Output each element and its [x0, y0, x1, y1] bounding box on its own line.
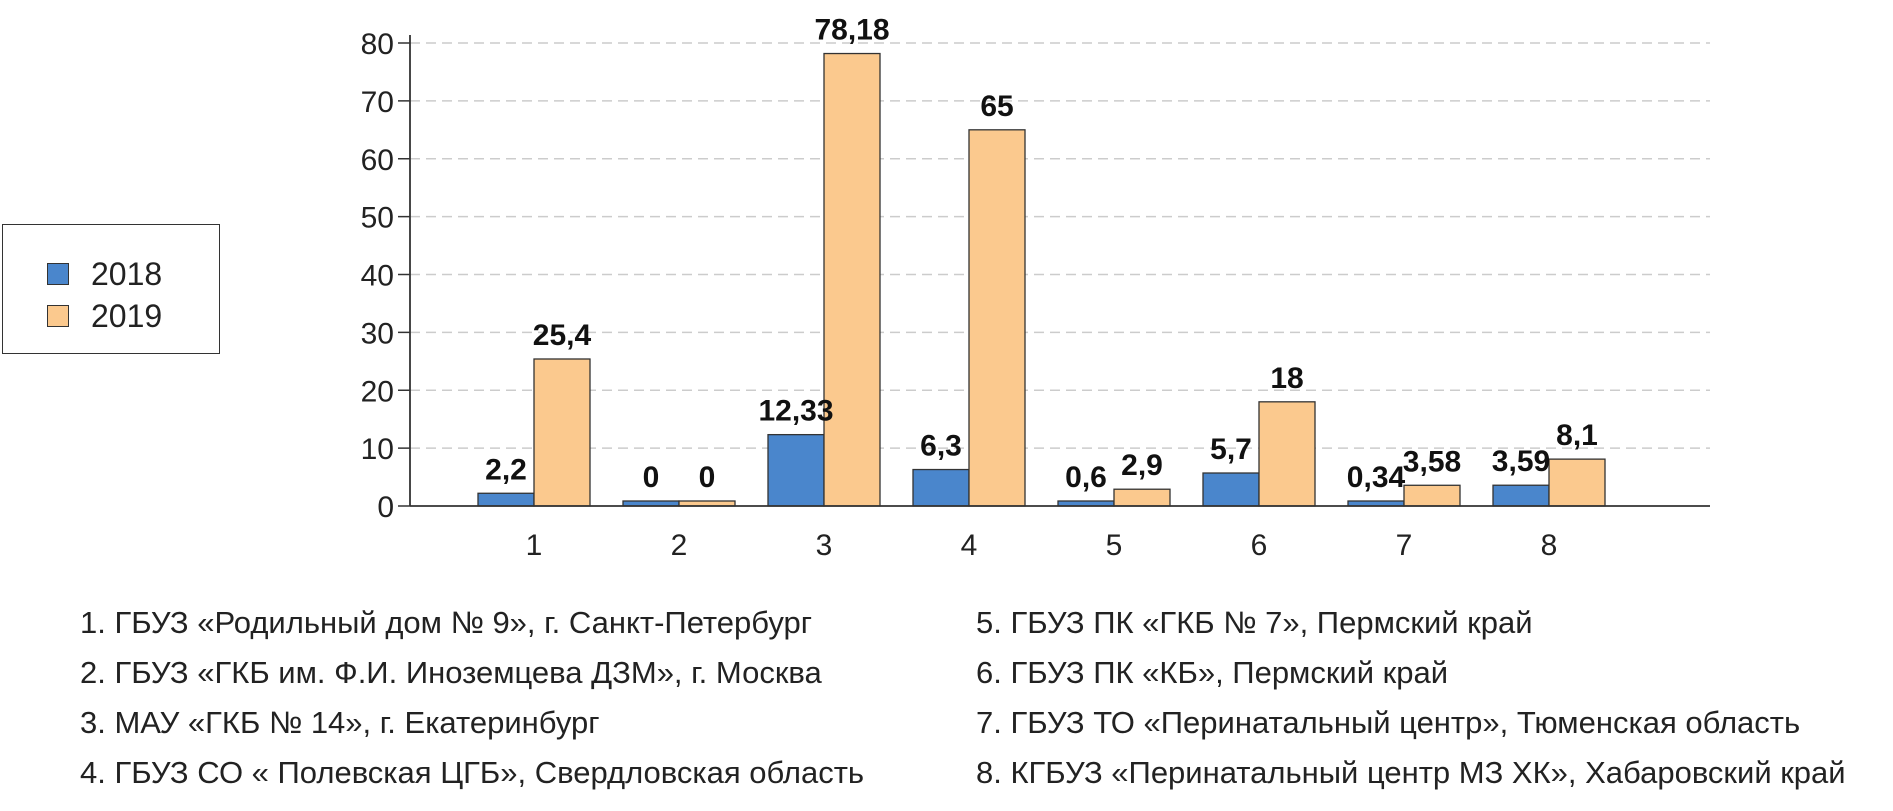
x-category-label-6: 6: [1251, 529, 1268, 562]
value-label-2019-cat-3: 78,18: [814, 14, 889, 47]
value-label-2018-cat-4: 6,3: [920, 430, 962, 463]
note-4: 4. ГБУЗ СО « Полевская ЦГБ», Свердловска…: [80, 755, 865, 790]
y-tick-label-10: 10: [361, 433, 394, 466]
legend-item-2019: 2019: [47, 297, 163, 334]
note-6: 6. ГБУЗ ПК «КБ», Пермский край: [976, 655, 1449, 690]
bar-2018-cat-3: [767, 433, 825, 507]
note-5: 5. ГБУЗ ПК «ГКБ № 7», Пермский край: [976, 605, 1533, 640]
note-1: 1. ГБУЗ «Родильный дом № 9», г. Санкт-Пе…: [80, 605, 813, 640]
value-label-2018-cat-7: 0,34: [1347, 461, 1406, 494]
legend-swatch-2018: [47, 263, 69, 285]
value-label-2019-cat-5: 2,9: [1121, 449, 1163, 482]
bar-2019-cat-3: [823, 52, 881, 507]
bar-2019-cat-1: [533, 358, 591, 507]
legend-label-2018: 2018: [91, 255, 163, 292]
y-tick-label-70: 70: [361, 86, 394, 119]
note-8: 8. КГБУЗ «Перинатальный центр МЗ ХК», Ха…: [976, 755, 1846, 790]
y-tick-label-50: 50: [361, 202, 394, 235]
value-label-2019-cat-1: 25,4: [533, 319, 592, 352]
x-category-label-7: 7: [1396, 529, 1413, 562]
x-axis-categories: 1 2 3 4 5 6 7 8: [526, 529, 1558, 562]
value-label-2018-cat-1: 2,2: [485, 453, 527, 486]
value-label-2018-cat-5: 0,6: [1065, 461, 1107, 494]
value-label-2018-cat-6: 5,7: [1210, 433, 1252, 466]
y-tick-label-30: 30: [361, 317, 394, 350]
notes-right-column: 5. ГБУЗ ПК «ГКБ № 7», Пермский край 6. Г…: [976, 598, 1846, 798]
y-tick-label-20: 20: [361, 375, 394, 408]
x-category-label-2: 2: [671, 529, 688, 562]
note-3: 3. МАУ «ГКБ № 14», г. Екатеринбург: [80, 705, 600, 740]
x-category-label-8: 8: [1541, 529, 1558, 562]
notes-left-column: 1. ГБУЗ «Родильный дом № 9», г. Санкт-Пе…: [80, 598, 864, 798]
bar-2018-cat-4: [912, 468, 970, 507]
y-axis-ticks: 0 10 20 30 40 50 60 70 80: [361, 28, 410, 524]
bars: [477, 52, 1606, 507]
x-category-label-3: 3: [816, 529, 833, 562]
note-2: 2. ГБУЗ «ГКБ им. Ф.И. Иноземцева ДЗМ», г…: [80, 655, 822, 690]
legend-swatch-2019: [47, 305, 69, 327]
value-label-2018-cat-3: 12,33: [758, 395, 833, 428]
value-label-2019-cat-8: 8,1: [1556, 419, 1598, 452]
bar-2018-cat-8: [1492, 484, 1550, 507]
bar-2019-cat-6: [1258, 401, 1316, 507]
grid-lines: [410, 42, 1710, 449]
value-label-2019-cat-4: 65: [980, 90, 1013, 123]
bar-2018-cat-6: [1202, 472, 1260, 507]
legend-item-2018: 2018: [47, 255, 163, 292]
y-tick-label-80: 80: [361, 28, 394, 61]
bar-2019-cat-5: [1113, 488, 1171, 507]
value-label-2019-cat-7: 3,58: [1403, 445, 1461, 478]
note-7: 7. ГБУЗ ТО «Перинатальный центр», Тюменс…: [976, 705, 1801, 740]
value-label-2019-cat-6: 18: [1270, 362, 1303, 395]
y-tick-label-60: 60: [361, 144, 394, 177]
bar-2019-cat-8: [1548, 458, 1606, 507]
y-tick-label-40: 40: [361, 260, 394, 293]
x-category-label-5: 5: [1106, 529, 1123, 562]
bar-2019-cat-4: [968, 129, 1026, 507]
bar-2018-cat-1: [477, 492, 535, 507]
legend: 2018 2019: [2, 224, 220, 354]
x-category-label-1: 1: [526, 529, 543, 562]
value-label-2018-cat-8: 3,59: [1492, 445, 1550, 478]
y-tick-label-0: 0: [377, 491, 394, 524]
value-label-2019-cat-2: 0: [699, 461, 716, 494]
bar-2019-cat-7: [1403, 484, 1461, 507]
x-category-label-4: 4: [961, 529, 978, 562]
value-label-2018-cat-2: 0: [643, 461, 660, 494]
legend-label-2019: 2019: [91, 297, 163, 334]
